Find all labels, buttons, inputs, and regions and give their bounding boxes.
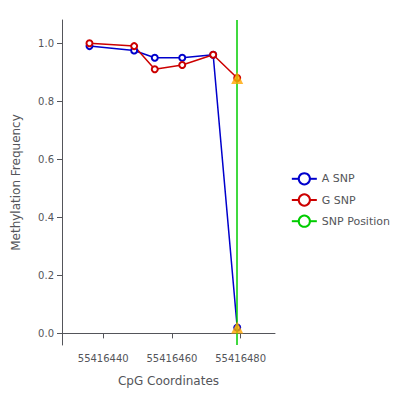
svg-text:G SNP: G SNP	[322, 194, 356, 207]
svg-text:0.0: 0.0	[38, 328, 54, 339]
svg-text:A SNP: A SNP	[322, 172, 355, 185]
svg-text:0.4: 0.4	[38, 212, 54, 223]
svg-text:SNP Position: SNP Position	[322, 215, 390, 228]
svg-text:1.0: 1.0	[38, 38, 54, 49]
svg-text:55416480: 55416480	[215, 353, 266, 364]
svg-text:0.6: 0.6	[38, 154, 54, 165]
svg-text:0.2: 0.2	[38, 270, 54, 281]
svg-text:55416440: 55416440	[78, 353, 129, 364]
svg-text:Methylation Frequency: Methylation Frequency	[9, 114, 23, 251]
svg-text:CpG Coordinates: CpG Coordinates	[118, 374, 219, 388]
svg-text:55416460: 55416460	[146, 353, 197, 364]
svg-text:0.8: 0.8	[38, 96, 54, 107]
